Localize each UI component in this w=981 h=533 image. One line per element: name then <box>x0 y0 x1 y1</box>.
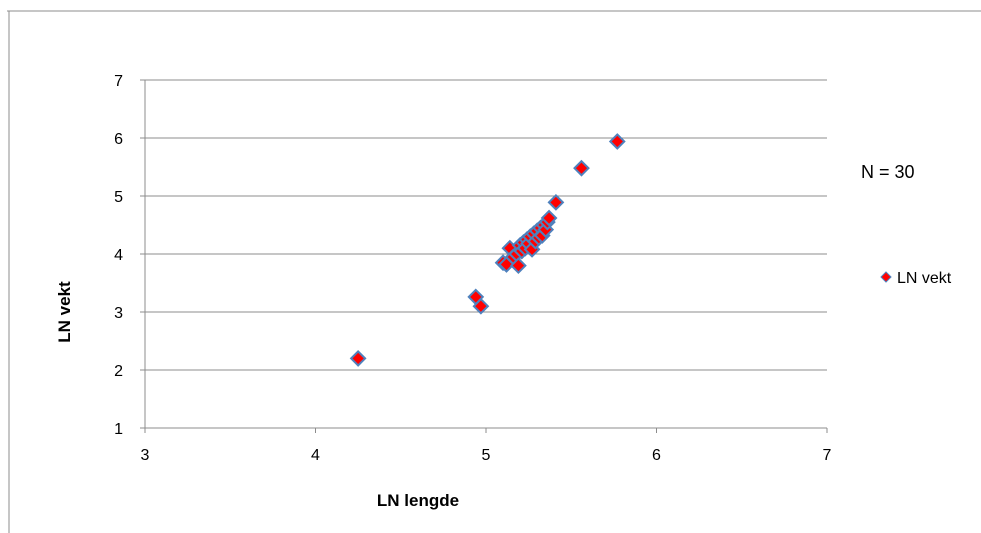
sample-size-annotation: N = 30 <box>861 162 915 182</box>
legend: LN vekt <box>880 270 952 287</box>
y-tick-label: 4 <box>114 247 123 264</box>
x-tick-label: 6 <box>652 447 661 464</box>
x-tick-label: 5 <box>482 447 491 464</box>
scatter-point <box>509 257 527 275</box>
scatter-point <box>573 159 590 177</box>
x-tick-label: 4 <box>311 447 320 464</box>
scatter-point <box>608 133 626 150</box>
y-tick-label: 7 <box>114 73 123 90</box>
scatter-point <box>472 297 490 315</box>
legend-marker-diamond-icon <box>880 271 892 283</box>
scatter-point <box>349 349 367 367</box>
x-axis-title: LN lengde <box>377 491 459 510</box>
gridlines <box>145 79 827 371</box>
y-tick-label: 2 <box>114 363 123 380</box>
y-tick-label: 1 <box>114 421 123 438</box>
scatter-point <box>540 209 558 227</box>
legend-label: LN vekt <box>897 270 952 287</box>
y-axis-title: LN vekt <box>55 281 74 343</box>
tick-labels: 1 2 3 4 5 6 7 3 4 5 6 7 <box>114 73 831 464</box>
y-tick-label: 5 <box>114 189 123 206</box>
y-tick-label: 6 <box>114 131 123 148</box>
x-tick-label: 3 <box>141 447 150 464</box>
x-tick-label: 7 <box>823 447 832 464</box>
y-tick-label: 3 <box>114 305 123 322</box>
axes <box>140 79 828 433</box>
scatter-points <box>349 133 626 367</box>
scatter-point <box>547 193 565 211</box>
